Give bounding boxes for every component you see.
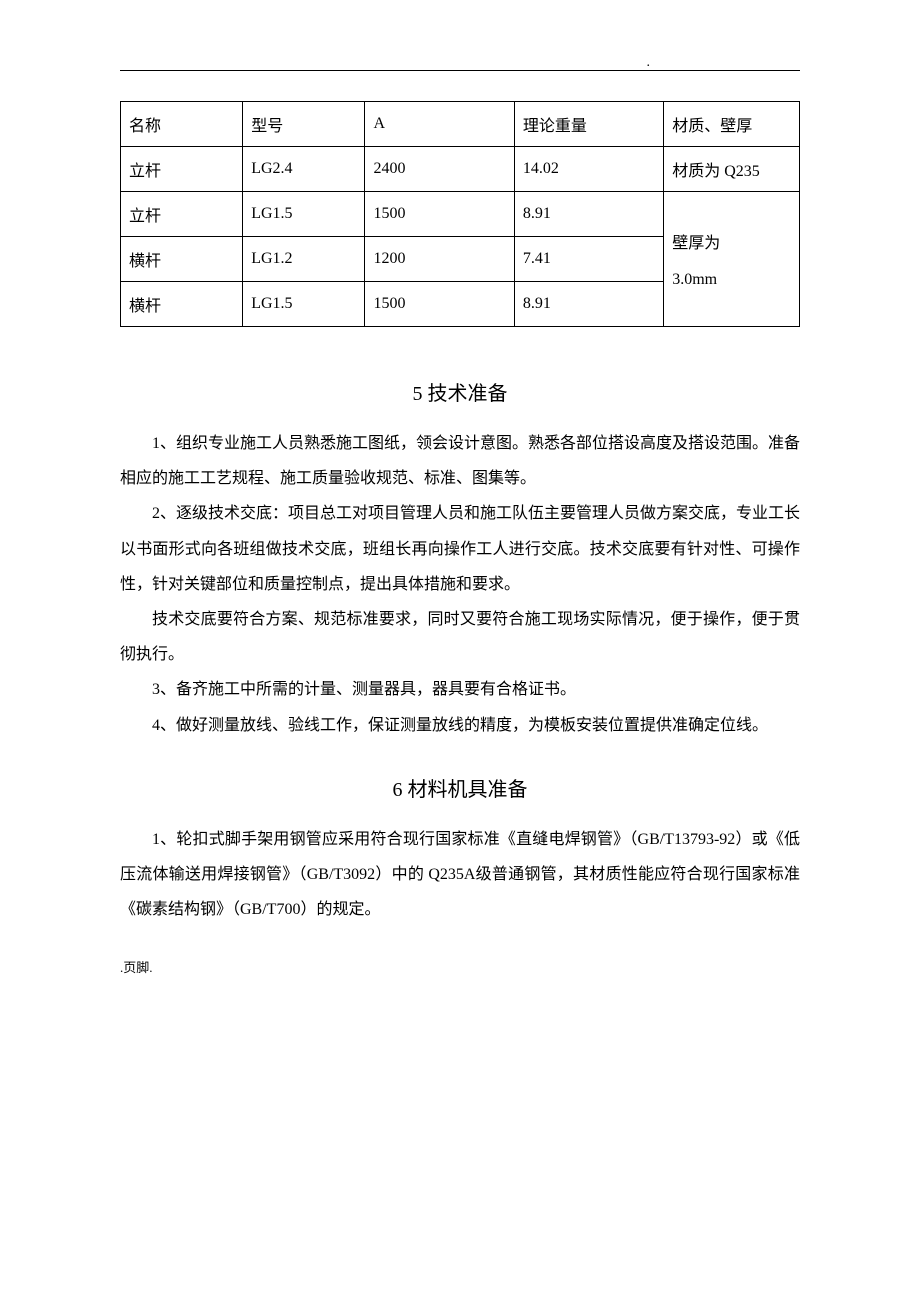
table-cell-merged: 材质为 Q235 bbox=[664, 147, 800, 192]
table-cell: 8.91 bbox=[514, 192, 663, 237]
table-header-cell: 名称 bbox=[121, 102, 243, 147]
table-cell: 横杆 bbox=[121, 282, 243, 327]
merged-line: 壁厚为 bbox=[672, 229, 791, 253]
table-header-row: 名称 型号 A 理论重量 材质、壁厚 bbox=[121, 102, 800, 147]
section5-p4: 3、备齐施工中所需的计量、测量器具，器具要有合格证书。 bbox=[120, 672, 800, 707]
table-cell: 1200 bbox=[365, 237, 514, 282]
table-cell: 2400 bbox=[365, 147, 514, 192]
materials-table: 名称 型号 A 理论重量 材质、壁厚 立杆 LG2.4 2400 14.02 材… bbox=[120, 101, 800, 327]
section5-p1: 1、组织专业施工人员熟悉施工图纸，领会设计意图。熟悉各部位搭设高度及搭设范围。准… bbox=[120, 426, 800, 496]
table-cell: 1500 bbox=[365, 192, 514, 237]
header-separator bbox=[120, 70, 800, 71]
table-row: 立杆 LG1.5 1500 8.91 壁厚为 3.0mm bbox=[121, 192, 800, 237]
table-cell: LG2.4 bbox=[243, 147, 365, 192]
table-cell-merged: 壁厚为 3.0mm bbox=[664, 192, 800, 327]
table-cell: 立杆 bbox=[121, 147, 243, 192]
table-cell: 7.41 bbox=[514, 237, 663, 282]
table-cell: 1500 bbox=[365, 282, 514, 327]
table-row: 立杆 LG2.4 2400 14.02 材质为 Q235 bbox=[121, 147, 800, 192]
table-cell: 立杆 bbox=[121, 192, 243, 237]
table-header-cell: 型号 bbox=[243, 102, 365, 147]
table-cell: LG1.2 bbox=[243, 237, 365, 282]
table-cell: LG1.5 bbox=[243, 192, 365, 237]
table-cell: 14.02 bbox=[514, 147, 663, 192]
header-dot: . bbox=[647, 55, 651, 71]
section5-p2: 2、逐级技术交底：项目总工对项目管理人员和施工队伍主要管理人员做方案交底，专业工… bbox=[120, 496, 800, 602]
merged-line: 3.0mm bbox=[672, 271, 791, 289]
section6-p1: 1、轮扣式脚手架用钢管应采用符合现行国家标准《直缝电焊钢管》（GB/T13793… bbox=[120, 822, 800, 928]
table-header-cell: 理论重量 bbox=[514, 102, 663, 147]
table-cell: 8.91 bbox=[514, 282, 663, 327]
section5-p5: 4、做好测量放线、验线工作，保证测量放线的精度，为模板安装位置提供准确定位线。 bbox=[120, 708, 800, 743]
page-footer: .页脚. bbox=[120, 957, 800, 976]
section5-p3: 技术交底要符合方案、规范标准要求，同时又要符合施工现场实际情况，便于操作，便于贯… bbox=[120, 602, 800, 672]
table-header-cell: A bbox=[365, 102, 514, 147]
section5-heading: 5 技术准备 bbox=[120, 377, 800, 406]
table-cell: 横杆 bbox=[121, 237, 243, 282]
section6-heading: 6 材料机具准备 bbox=[120, 773, 800, 802]
table-cell: LG1.5 bbox=[243, 282, 365, 327]
table-header-cell: 材质、壁厚 bbox=[664, 102, 800, 147]
